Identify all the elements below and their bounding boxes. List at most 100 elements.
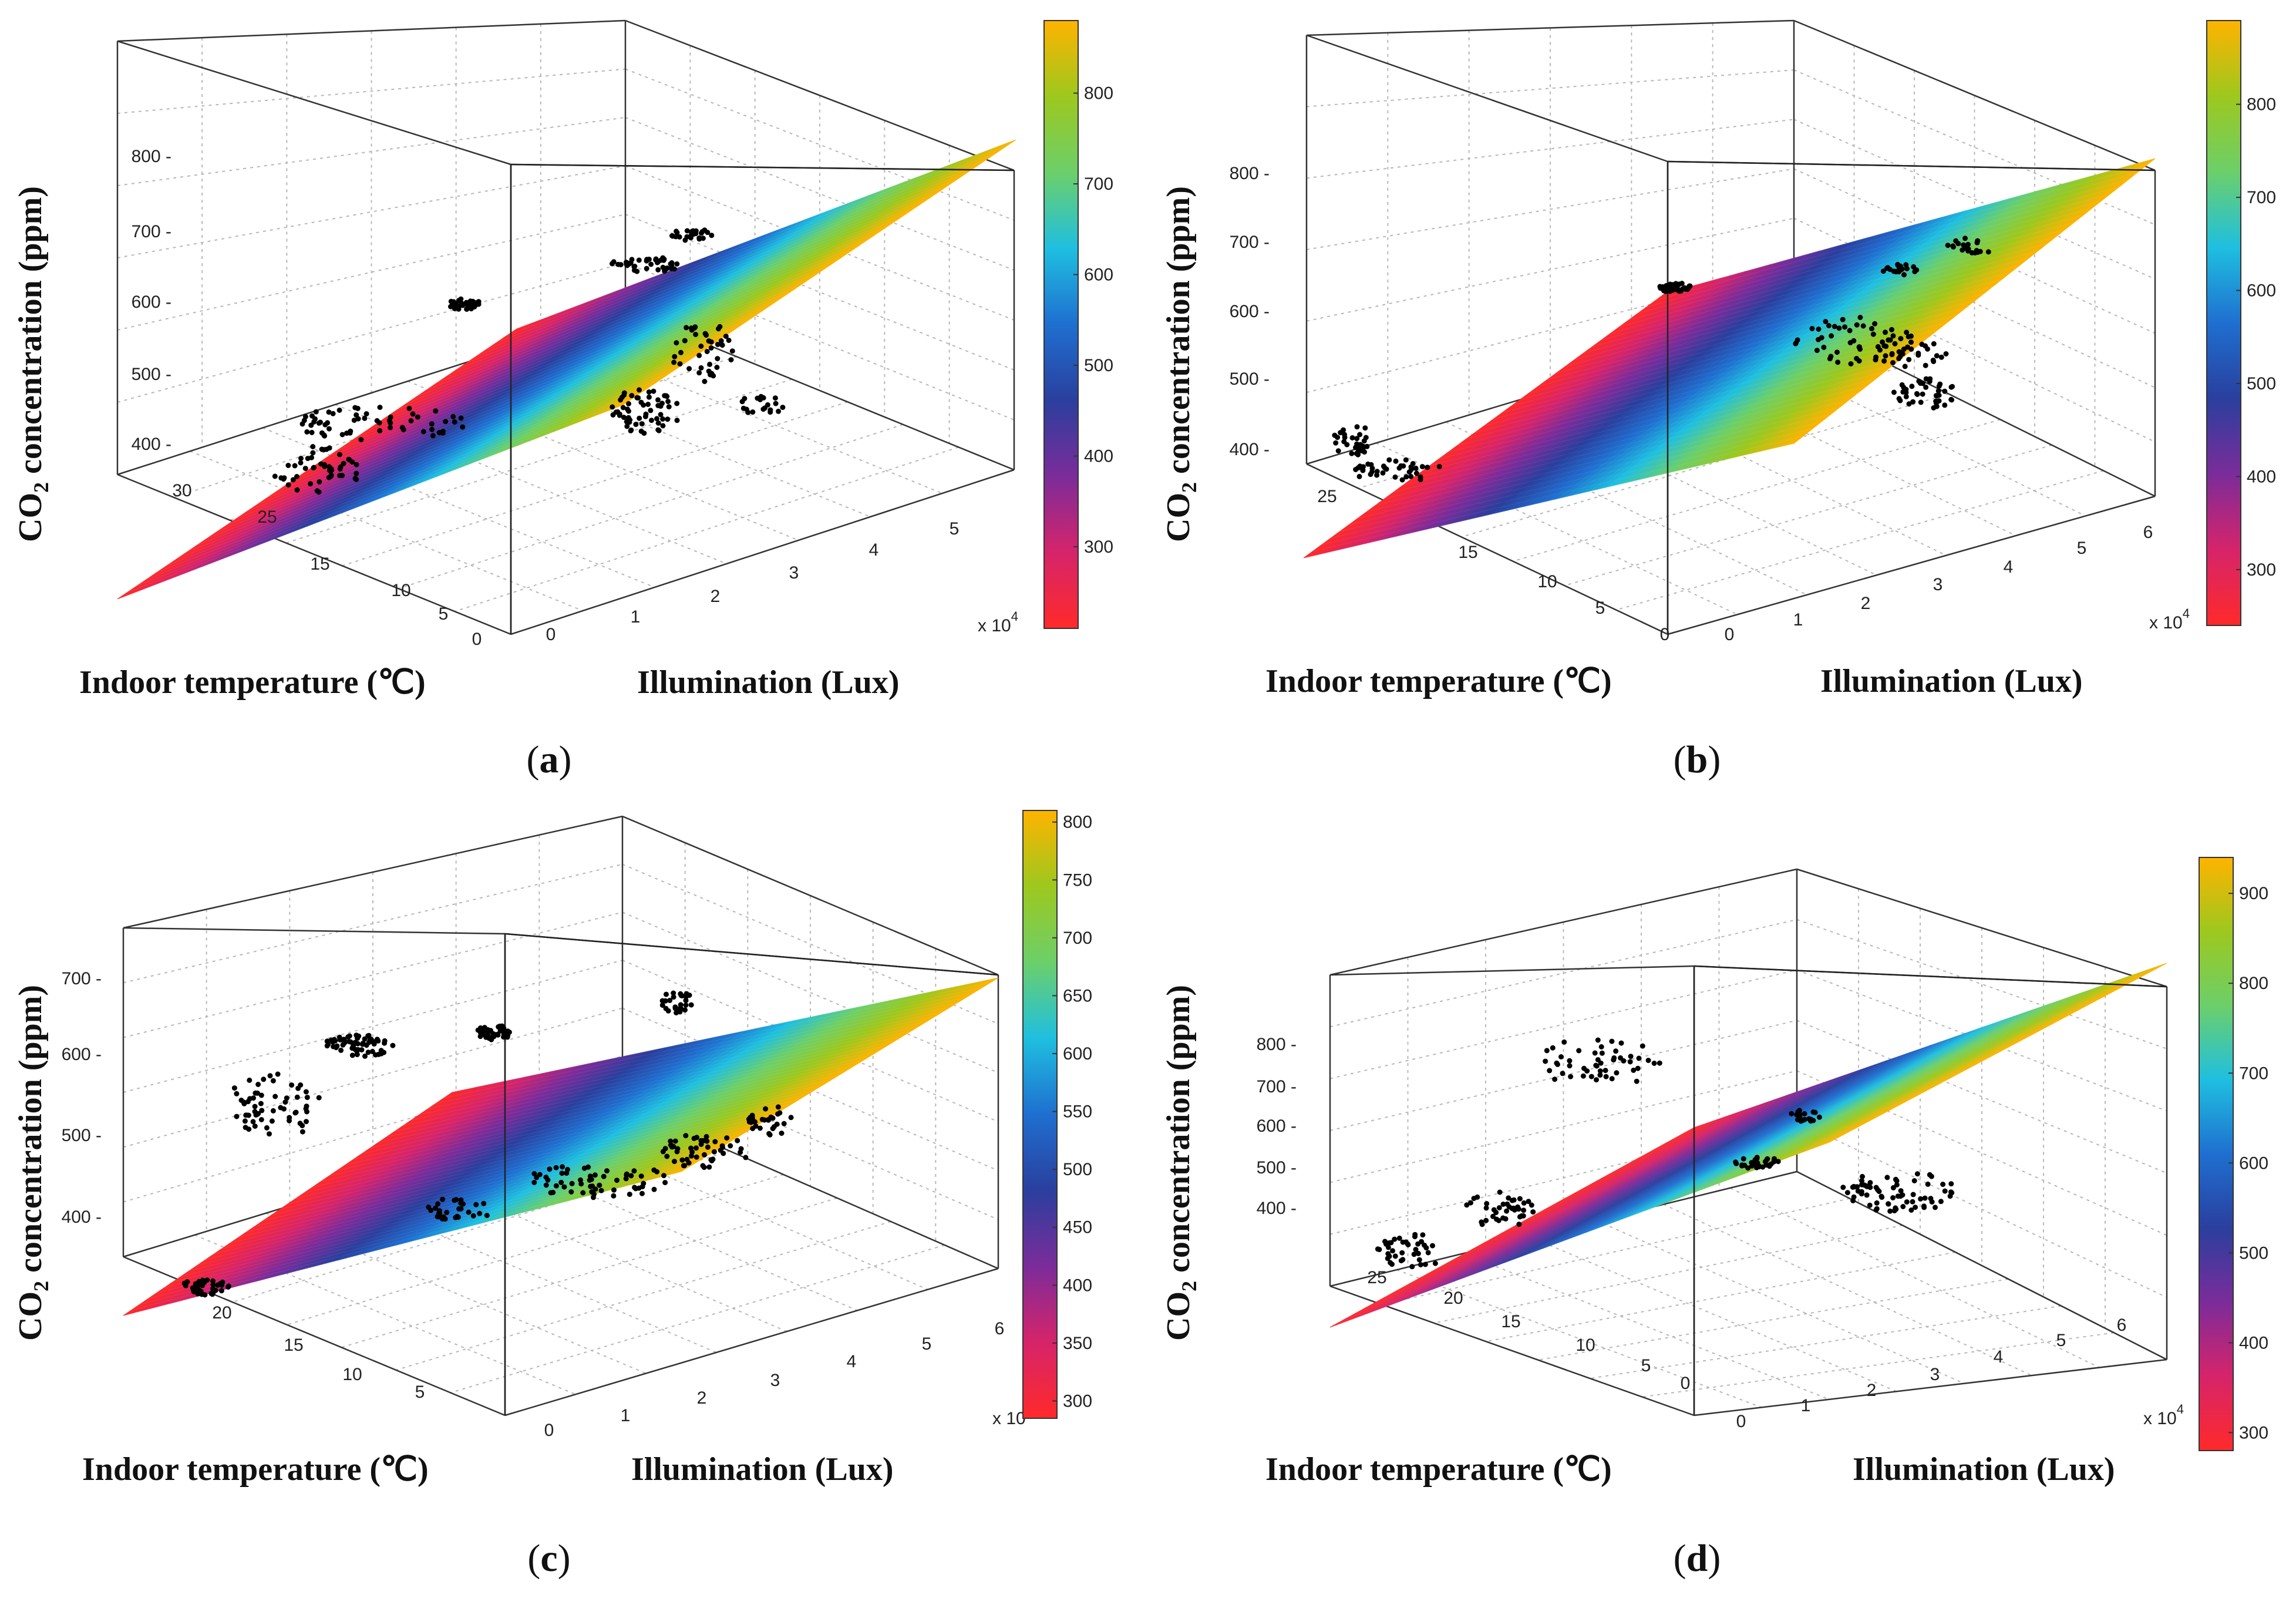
data-point	[1847, 340, 1853, 345]
mesh-line	[1384, 1115, 1880, 1298]
data-point	[1816, 1114, 1822, 1120]
data-point	[281, 475, 287, 481]
mesh-line	[1565, 236, 2056, 367]
mesh-line	[1520, 272, 2011, 400]
data-point	[1568, 1074, 1574, 1079]
data-point	[1740, 1156, 1746, 1162]
mesh-line	[1639, 990, 2116, 1158]
data-point	[429, 426, 435, 432]
z-tick-label: 400 -	[132, 435, 171, 454]
data-point	[1392, 1236, 1398, 1242]
data-point	[1873, 354, 1879, 360]
gridline	[265, 1212, 647, 1374]
data-point	[1934, 393, 1940, 399]
data-point	[704, 349, 710, 354]
data-point	[255, 1090, 260, 1096]
x-axis-label: Indoor temperature (℃)	[79, 664, 426, 701]
data-point	[467, 298, 473, 304]
mesh-line	[230, 1108, 785, 1243]
data-point	[325, 1041, 331, 1047]
data-point	[1338, 430, 1344, 436]
mesh-line	[353, 1035, 904, 1160]
data-point	[1870, 331, 1876, 337]
data-point	[1935, 388, 1941, 394]
data-point	[1598, 1060, 1604, 1066]
data-point	[242, 1118, 248, 1124]
colorbar-tick-label: 700	[1063, 928, 1092, 948]
mesh-line	[402, 1007, 951, 1126]
mesh-line	[1685, 967, 2159, 1133]
data-point	[1847, 328, 1853, 334]
data-point	[1399, 1250, 1405, 1256]
colorbar-tick-label: 600	[1084, 265, 1113, 285]
y-tick-label: 0	[546, 625, 556, 644]
mesh-line	[1657, 981, 2133, 1148]
data-point	[1842, 324, 1848, 330]
data-point	[1425, 465, 1430, 470]
z-label-sub: 2	[1177, 482, 1201, 493]
data-point	[706, 1164, 712, 1170]
data-point	[1917, 381, 1923, 386]
data-point	[660, 1149, 666, 1155]
mesh-line	[1694, 963, 2167, 1128]
data-point	[1887, 337, 1893, 343]
data-point	[678, 991, 684, 997]
data-point	[1890, 360, 1896, 366]
paren-close: )	[1708, 738, 1721, 781]
colorbar-tick-label: 300	[1084, 537, 1113, 557]
mesh-line	[147, 385, 652, 579]
mesh-line	[446, 186, 947, 376]
data-point	[1823, 319, 1829, 324]
data-point	[316, 1095, 322, 1101]
data-point	[743, 1155, 749, 1160]
data-point	[1943, 351, 1949, 356]
data-point	[766, 1131, 772, 1136]
data-point	[757, 1125, 763, 1131]
mesh-line	[394, 1011, 943, 1132]
mesh-line	[1529, 265, 2020, 393]
y-tick-label: 5	[2056, 1331, 2066, 1350]
mesh-line	[1675, 971, 2150, 1138]
subfigure-letter: b	[1686, 738, 1708, 781]
data-point	[1418, 477, 1423, 483]
data-point	[1913, 1205, 1918, 1210]
data-point	[252, 1104, 258, 1109]
data-point	[1576, 1048, 1582, 1054]
data-point	[1403, 474, 1409, 480]
data-point	[624, 1172, 629, 1178]
data-point	[299, 1129, 305, 1135]
data-point	[1821, 344, 1827, 350]
data-point	[728, 1143, 733, 1149]
gridline	[625, 68, 1015, 221]
colorbar	[1043, 20, 1079, 629]
mesh-line	[238, 1104, 793, 1238]
data-point	[1863, 1183, 1869, 1189]
mesh-line	[456, 179, 957, 370]
paren-open: (	[527, 738, 540, 781]
mesh-line	[436, 192, 938, 383]
data-point	[692, 325, 698, 331]
data-point	[781, 1121, 787, 1126]
data-point	[247, 1077, 253, 1083]
mesh-line	[410, 1001, 959, 1121]
mesh-line	[1439, 336, 1930, 459]
colorbar-tick-label: 400	[1063, 1276, 1092, 1295]
data-point	[559, 1170, 565, 1176]
data-point	[1903, 389, 1909, 395]
data-point	[477, 1034, 483, 1039]
data-point	[1897, 263, 1903, 269]
data-point	[719, 1143, 725, 1149]
mesh-line	[1466, 1075, 1956, 1253]
data-point	[1436, 464, 1442, 469]
paren-close: )	[1708, 1537, 1721, 1580]
mesh-line	[254, 1094, 809, 1227]
data-point	[326, 475, 332, 480]
gridline	[622, 1055, 999, 1220]
data-point	[1357, 432, 1363, 438]
colorbar-tick-label: 500	[1063, 1160, 1092, 1179]
data-point	[1419, 1239, 1425, 1244]
data-point	[677, 361, 683, 367]
data-point	[1859, 1189, 1864, 1195]
data-point	[1418, 1262, 1423, 1267]
